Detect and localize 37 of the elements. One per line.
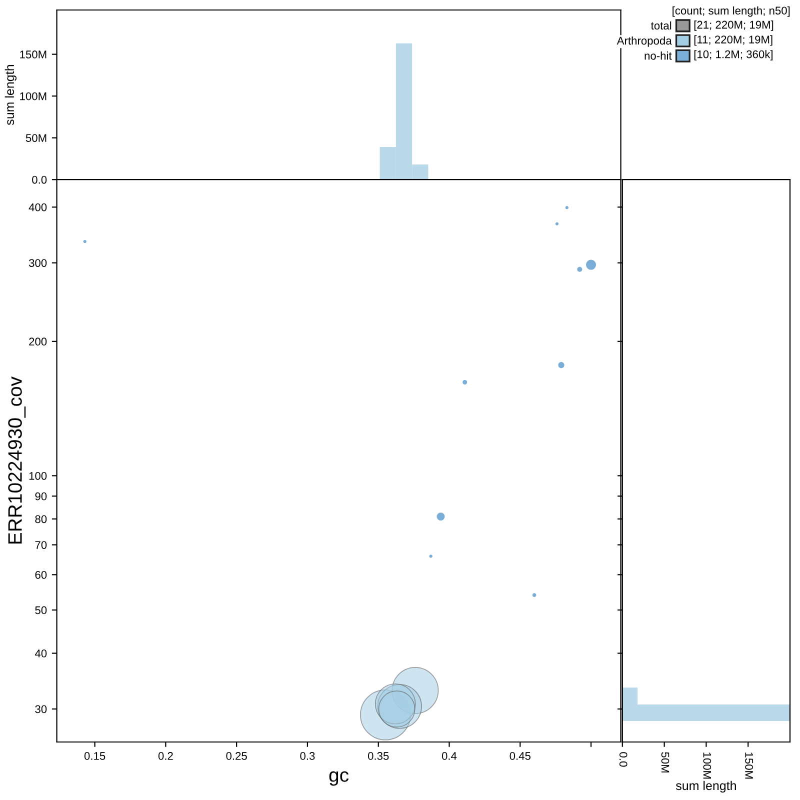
x-tick-label: 0.3 xyxy=(300,752,315,760)
y-tick-label: 50M xyxy=(26,134,46,142)
y-tick-label: 90 xyxy=(35,492,47,500)
y-tick-label: 100 xyxy=(29,472,47,480)
x-tick-label: 150M xyxy=(745,752,753,779)
y-tick-label: 400 xyxy=(28,203,47,212)
y-axis-title: ERR10224930_cov xyxy=(8,376,26,544)
text: [21; 220M; 19M] xyxy=(694,20,774,31)
legend-label: Arthropoda xyxy=(616,36,672,47)
y-tick-label: 0.0 xyxy=(32,176,47,184)
x-tick-label: 0.4 xyxy=(442,752,457,760)
text: [10; 1.2M; 360k] xyxy=(694,50,772,60)
legend-label: no-hit xyxy=(644,52,672,60)
x-tick-label: 0.45 xyxy=(510,752,530,760)
x-tick-label: 50M xyxy=(661,752,670,772)
x-axis-title: sum length xyxy=(676,780,736,793)
text: [11; 220M; 19M] xyxy=(694,35,772,46)
x-axis-title: gc xyxy=(329,771,349,786)
y-tick-label: 80 xyxy=(35,515,47,524)
y-tick-label: 40 xyxy=(34,650,47,658)
legend-label: total xyxy=(650,21,672,30)
x-tick-label: 0.2 xyxy=(158,752,173,760)
y-tick-label: 30 xyxy=(35,705,47,714)
y-axis-title: sum length xyxy=(4,65,17,126)
y-tick-label: 150M xyxy=(20,50,46,58)
y-tick-label: 100M xyxy=(20,92,46,100)
x-tick-label: 0.15 xyxy=(84,752,106,760)
y-tick-label: 300 xyxy=(28,259,47,267)
x-tick-label: 0.0 xyxy=(619,752,628,767)
y-tick-label: 60 xyxy=(35,570,47,579)
y-tick-label: 70 xyxy=(35,541,47,549)
y-tick-label: 50 xyxy=(35,606,47,614)
y-tick-label: 200 xyxy=(29,338,47,346)
x-tick-label: 0.25 xyxy=(226,752,247,760)
legend-title: [count; sum length; n50] xyxy=(672,6,790,17)
x-tick-label: 0.35 xyxy=(368,752,389,760)
x-tick-label: 100M xyxy=(703,752,712,779)
